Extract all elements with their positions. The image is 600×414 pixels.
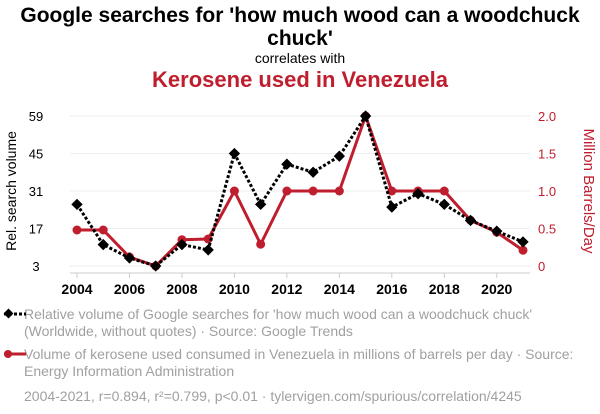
y-tick-label: 59: [29, 109, 43, 124]
y-right-tick-label: 1.5: [538, 147, 556, 162]
y-right-tick-label: 2.0: [538, 109, 556, 124]
x-tick-label: 2014: [324, 281, 355, 297]
point-kerosene: [518, 245, 528, 255]
point-search: [228, 147, 241, 160]
point-search: [464, 214, 477, 227]
point-search: [254, 198, 267, 211]
x-tick-label: 2006: [114, 281, 145, 297]
y-tick-label: 31: [29, 184, 43, 199]
point-search: [281, 158, 293, 170]
point-kerosene: [308, 186, 318, 196]
x-tick-label: 2018: [429, 281, 460, 297]
legend-item-kerosene: Volume of kerosene used consumed in Vene…: [4, 346, 584, 380]
point-search: [386, 201, 398, 213]
point-search: [202, 244, 214, 256]
y-right-axis-label: Million Barrels/Day: [580, 128, 597, 254]
legend-marker-kerosene-icon: [4, 350, 26, 358]
y-right-tick-label: 0: [538, 259, 545, 274]
point-kerosene: [72, 225, 82, 235]
x-tick-label: 2016: [376, 281, 407, 297]
point-kerosene: [98, 225, 108, 235]
point-search: [412, 188, 424, 200]
point-search: [333, 150, 346, 162]
point-search: [176, 238, 188, 251]
y-right-tick-label: 1.0: [538, 184, 556, 199]
point-kerosene: [439, 186, 449, 196]
point-search: [491, 225, 503, 237]
plot-area: 3 17 31 45 59 0 0.5 1.0 1.5 2.0 2004 2006 2008 2010 20…: [3, 109, 597, 297]
point-kerosene: [334, 186, 344, 196]
point-kerosene: [282, 186, 292, 196]
legend-marker-search-icon: [3, 308, 26, 319]
y-tick-label: 45: [29, 147, 43, 162]
chart-footer: 2004-2021, r=0.894, r²=0.799, p<0.01 · t…: [24, 388, 522, 404]
chart-title: Google searches for 'how much wood can a…: [20, 4, 580, 50]
y-axis-label: Rel. search volume: [3, 131, 19, 251]
y-tick-label: 3: [32, 259, 39, 274]
point-search: [438, 198, 450, 211]
point-kerosene: [229, 186, 239, 196]
x-tick-label: 2010: [219, 281, 250, 297]
point-kerosene: [203, 234, 213, 244]
legend-item-search: Relative volume of Google searches for '…: [3, 306, 584, 340]
point-search: [150, 260, 162, 272]
point-search: [517, 236, 529, 248]
point-kerosene: [256, 239, 266, 249]
series-line-search: [75, 112, 524, 268]
point-search: [307, 166, 319, 178]
x-tick-label: 2004: [61, 281, 92, 297]
chart-subtitle: correlates with: [254, 50, 346, 66]
x-tick-label: 2020: [481, 281, 512, 297]
x-tick-label: 2012: [271, 281, 302, 297]
y-right-tick-label: 0.5: [538, 222, 556, 237]
x-tick-label: 2008: [166, 281, 197, 297]
legend-label-kerosene: Volume of kerosene used consumed in Vene…: [24, 346, 574, 379]
y-tick-label: 17: [29, 222, 43, 237]
chart-title-2: Kerosene used in Venezuela: [152, 67, 448, 92]
legend-label-search: Relative volume of Google searches for '…: [24, 306, 533, 339]
point-kerosene: [387, 186, 397, 196]
